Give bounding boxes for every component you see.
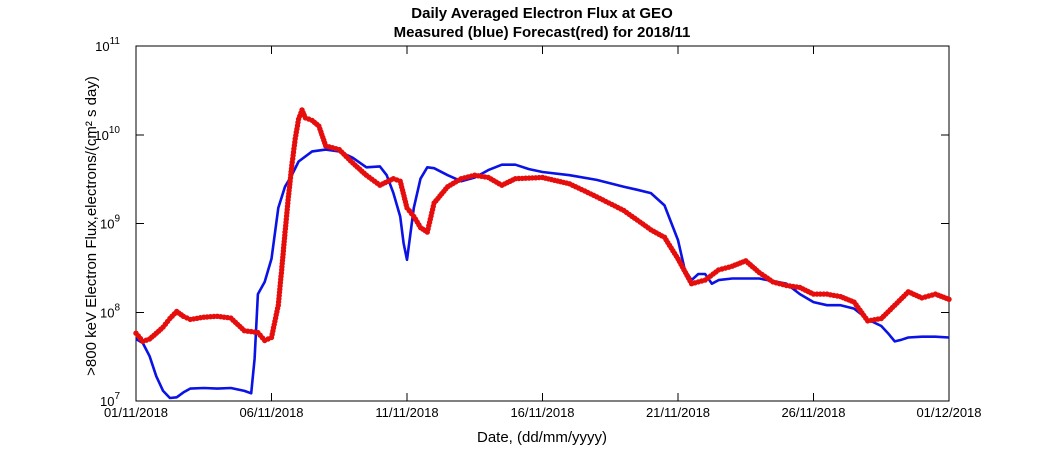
y-tick-exponent: 10 <box>109 125 121 136</box>
x-tick-label: 21/11/2018 <box>646 405 710 420</box>
y-axis-label: >800 keV Electron Flux,electrons/(cm² s … <box>83 76 100 376</box>
x-tick-label: 01/12/2018 <box>916 405 981 420</box>
y-tick-label: 107 <box>100 391 120 409</box>
chart-subtitle: Measured (blue) Forecast(red) for 2018/1… <box>394 24 691 41</box>
y-tick-exponent: 11 <box>110 36 121 47</box>
series-line-measured <box>135 148 950 400</box>
y-tick-base: 10 <box>100 217 114 232</box>
y-tick-base: 10 <box>100 305 114 320</box>
y-tick-exponent: 9 <box>114 214 120 225</box>
x-tick-label: 16/11/2018 <box>510 405 574 420</box>
series-dots-forecast <box>133 107 952 345</box>
axis-ticks: 01/11/2018 06/11/2018 11/11/2018 16/11/2018… <box>94 36 981 420</box>
x-tick-label: 11/11/2018 <box>375 405 438 420</box>
y-tick-base: 10 <box>100 394 114 409</box>
plot-area <box>135 45 950 402</box>
y-tick-exponent: 8 <box>114 302 120 313</box>
y-tick-label: 1011 <box>95 36 120 54</box>
x-tick-label: 01/11/2018 <box>104 405 168 420</box>
y-tick-base: 10 <box>95 39 109 54</box>
x-axis-label: Date, (dd/mm/yyyy) <box>477 429 607 446</box>
y-tick-label: 108 <box>100 302 120 320</box>
x-tick-label: 06/11/2018 <box>239 405 303 420</box>
plot-frame <box>135 45 950 402</box>
y-tick-base: 10 <box>94 128 108 143</box>
forecast-point <box>946 296 952 302</box>
x-tick-label: 26/11/2018 <box>781 405 845 420</box>
chart-title: Daily Averaged Electron Flux at GEO <box>411 5 673 22</box>
series-layer <box>133 107 952 400</box>
y-tick-label: 1010 <box>94 125 120 143</box>
y-tick-label: 109 <box>100 214 120 232</box>
y-tick-exponent: 7 <box>114 391 120 402</box>
